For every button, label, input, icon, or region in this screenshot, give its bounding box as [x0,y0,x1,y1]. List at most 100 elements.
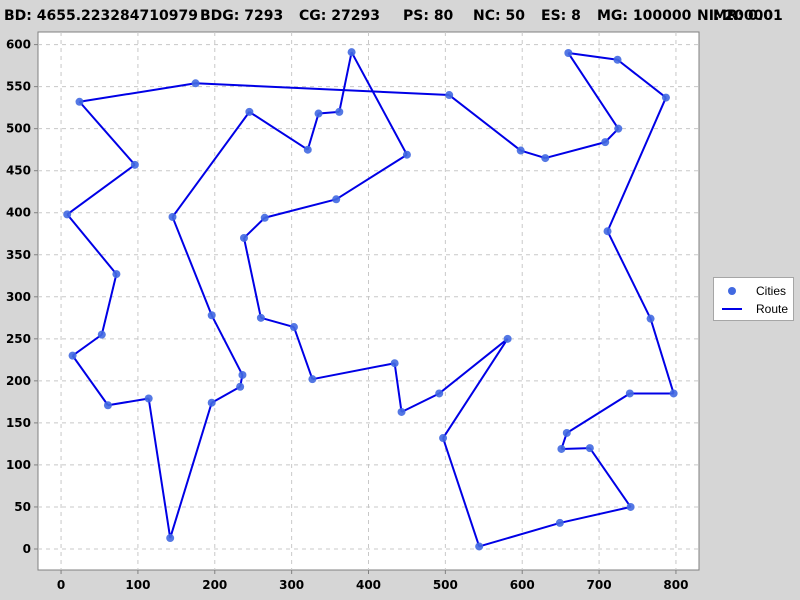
city-point [503,334,512,343]
y-tick-label: 450 [6,164,31,178]
chart-legend: Cities Route [713,277,794,321]
city-point [256,313,265,322]
route-segment [442,437,481,547]
stat-elite-size: ES: 8 [541,8,581,24]
route-segment [66,164,136,216]
city-point [439,434,448,443]
legend-label-route: Route [756,302,789,316]
y-tick-label: 550 [6,80,31,94]
x-tick-label: 100 [125,578,150,592]
route-segment [616,58,667,99]
city-point [541,154,550,163]
city-point [613,55,622,64]
route-segment [243,237,262,319]
route-segment [71,355,109,406]
route-segment [79,82,196,103]
city-point [97,330,106,339]
route-segment [589,447,632,508]
city-point [75,97,84,106]
city-point [445,91,454,100]
x-tick-label: 500 [433,578,458,592]
route-segment [567,52,620,130]
route-segment [448,94,522,152]
city-point [614,124,623,133]
route-segment [606,97,667,232]
y-tick-label: 100 [6,458,31,472]
grid-lines [38,32,699,570]
y-tick-label: 250 [6,332,31,346]
route-segment [312,362,395,381]
route-segment [100,273,118,335]
route-segment [195,82,450,97]
city-point [239,233,248,242]
city-point [402,150,411,159]
route-segment [293,326,314,380]
route-segment [338,51,353,113]
legend-item-cities: Cities [714,281,793,301]
route-segment [649,318,675,394]
route-segment [147,398,172,539]
cities-legend-marker-icon [728,287,736,295]
stat-current-generation: CG: 27293 [299,8,380,24]
city-point [245,107,254,116]
stat-max-generations: MG: 100000 [597,8,692,24]
x-tick-label: 200 [202,578,227,592]
route-segment [545,141,606,160]
city-point [646,314,655,323]
route-segment [72,333,103,357]
y-tick-label: 350 [6,248,31,262]
route-segment [350,51,408,156]
legend-label-cities: Cities [756,284,787,298]
city-point [626,502,635,511]
x-tick-label: 800 [663,578,688,592]
city-point [347,48,356,57]
route-segment [568,52,618,61]
route-segment [107,397,149,407]
city-point [289,323,298,332]
stat-mutation-rate: MR: 0.01 [713,8,783,24]
route-segment [442,338,509,439]
city-point [669,389,678,398]
x-tick-label: 300 [279,578,304,592]
route-segment [335,153,408,201]
route-segment [478,521,561,548]
city-point [475,542,484,551]
route-segment [264,198,337,219]
city-point [166,534,175,543]
route-segment [171,216,213,316]
y-tick-label: 500 [6,122,31,136]
y-tick-label: 200 [6,374,31,388]
city-point [103,401,112,410]
route-segment [401,392,440,413]
route-segment [393,363,403,413]
city-point [335,107,344,116]
legend-item-route: Route [714,299,793,319]
route-segment [66,213,118,275]
city-point [332,195,341,204]
city-point [516,146,525,155]
city-point [555,518,564,527]
stat-num-cities: NC: 50 [473,8,525,24]
city-point [144,394,153,403]
x-tick-label: 400 [356,578,381,592]
city-point [585,444,594,453]
city-point [303,145,312,154]
route-segment [171,111,251,218]
stat-best-generation: BDG: 7293 [200,8,284,24]
city-point [661,93,670,102]
route-segment [561,447,590,450]
route-segment [566,392,631,434]
route-segment [606,230,652,320]
city-point [191,79,200,88]
x-tick-label: 600 [510,578,535,592]
x-tick-label: 0 [57,578,65,592]
city-point [260,213,269,222]
city-point [390,359,399,368]
city-point [557,444,566,453]
city-point [564,49,573,58]
route-segment [210,314,244,376]
city-point [397,407,406,416]
city-point [601,138,610,147]
y-tick-label: 150 [6,416,31,430]
